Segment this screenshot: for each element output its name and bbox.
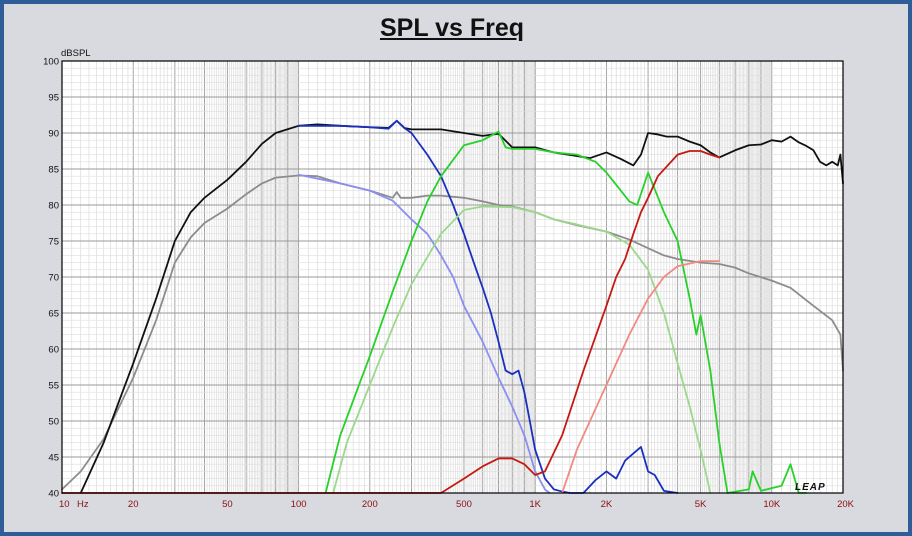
leap-watermark: LEAP [795,482,826,493]
y-tick-label: 85 [48,165,59,176]
series-line-7 [61,150,721,494]
y-tick-label: 95 [48,93,59,104]
y-tick-label: 55 [48,381,59,392]
x-tick-label: 1K [529,499,541,510]
y-tick-label: 50 [48,417,59,428]
y-tick-label: 100 [43,57,59,68]
x-tick-label: 10 [59,499,70,510]
series-line-5 [324,130,808,494]
y-tick-label: 45 [48,453,59,464]
x-tick-label: 100 [291,499,307,510]
x-tick-label: 20K [837,499,855,510]
series-group [61,119,844,494]
series-line-1 [61,174,844,491]
grid [61,60,844,494]
x-tick-label: 20 [128,499,139,510]
x-tick-label: 2K [601,499,613,510]
chart-title: SPL vs Freq [379,14,525,42]
y-tick-label: 65 [48,309,59,320]
x-tick-labels: 10 20 50 100 200 500 1K 2K 5K 10K 20K [59,499,855,510]
y-tick-label: 75 [48,237,59,248]
y-tick-label: 40 [48,489,59,500]
y-tick-label: 80 [48,201,59,212]
series-line-3 [297,119,679,494]
x-tick-label: 200 [362,499,378,510]
x-tick-label: 5K [695,499,707,510]
x-tick-label: 50 [222,499,233,510]
series-line-8 [561,260,721,494]
x-unit-label: Hz [77,499,89,510]
plot-border [61,60,844,494]
y-axis-label: dBSPL [61,48,91,59]
series-line-6 [332,205,712,494]
y-tick-labels: 40 45 50 55 60 65 70 75 80 85 90 95 100 [43,57,59,500]
x-tick-label: 10K [763,499,781,510]
y-tick-label: 60 [48,345,59,356]
y-tick-label: 90 [48,129,59,140]
series-line-4 [297,173,551,494]
y-tick-label: 70 [48,273,59,284]
x-tick-label: 500 [456,499,472,510]
